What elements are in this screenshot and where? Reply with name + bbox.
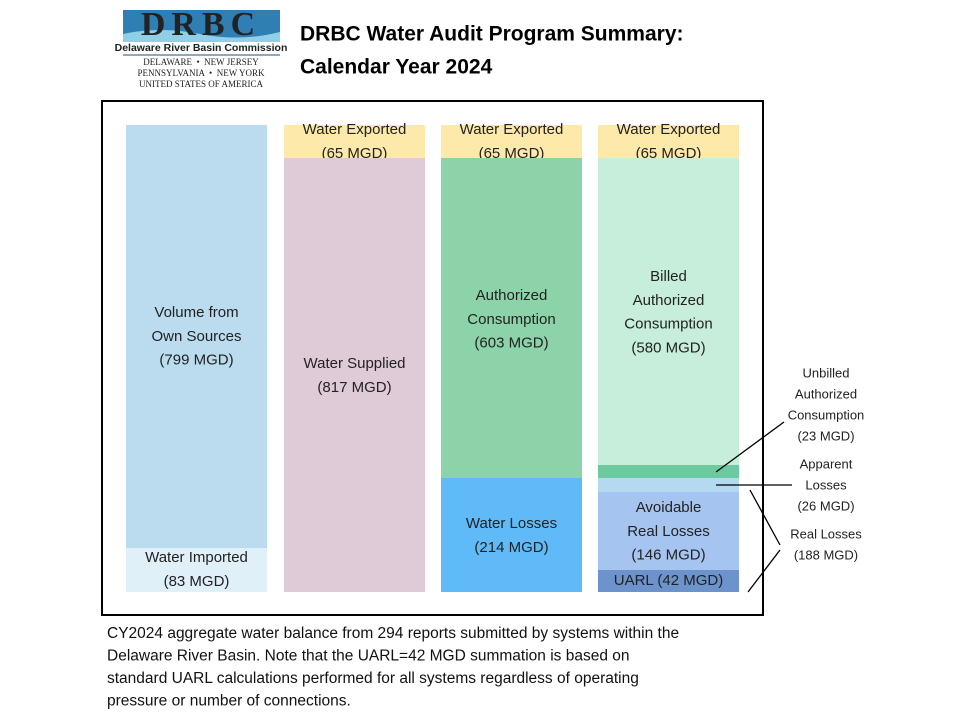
block: [441, 125, 582, 158]
block: [598, 465, 739, 478]
side-label: (188 MGD): [794, 547, 858, 562]
block-label: (580 MGD): [631, 339, 705, 356]
block-label: Consumption: [624, 316, 712, 333]
logo-mark: DRBC: [141, 6, 261, 43]
side-label: Real Losses: [790, 526, 862, 541]
block-label: Volume from: [154, 304, 238, 321]
block-label: (214 MGD): [474, 539, 548, 556]
side-labels: Unbilled Authorized Consumption (23 MGD) App…: [788, 365, 865, 562]
block: [598, 492, 739, 570]
block-label: (146 MGD): [631, 547, 705, 564]
block: [441, 158, 582, 478]
title: Calendar Year 2024: [300, 56, 493, 79]
connector: [747, 549, 781, 593]
connectors: [715, 421, 792, 593]
columns: Volume from Own Sources (799 MGD) Water Imp…: [126, 121, 739, 592]
logo-states: UNITED STATES OF AMERICA: [139, 79, 264, 89]
logo: DRBC Delaware River Basin Commission DEL…: [115, 6, 288, 89]
block: [284, 158, 425, 592]
side-label: Consumption: [788, 407, 865, 422]
side-label: Authorized: [795, 386, 857, 401]
frame: [101, 100, 764, 616]
block-label: Water Supplied: [304, 355, 406, 372]
side-label: Losses: [805, 477, 847, 492]
side-label: Unbilled: [803, 365, 850, 380]
block: [441, 478, 582, 592]
block-label: (65 MGD): [636, 145, 702, 162]
block-label: UARL (42 MGD): [614, 572, 723, 589]
block-label: (799 MGD): [159, 352, 233, 369]
block-label: (603 MGD): [474, 335, 548, 352]
block: [598, 158, 739, 465]
block-label: Authorized: [633, 292, 705, 309]
connector: [749, 489, 781, 546]
block-label: Avoidable: [636, 499, 702, 516]
block: [598, 125, 739, 158]
caption: CY2024 aggregate water balance from 294 …: [107, 625, 679, 710]
caption-line: CY2024 aggregate water balance from 294 …: [107, 625, 679, 642]
connector: [715, 421, 785, 473]
logo-states: PENNSYLVANIA • NEW YORK: [138, 68, 265, 78]
block: [284, 125, 425, 158]
title: DRBC Water Audit Program Summary:: [300, 23, 684, 46]
block-label: Water Exported: [617, 121, 721, 138]
logo-name: Delaware River Basin Commission: [115, 42, 288, 54]
logo-wave: [123, 30, 280, 42]
block-label: Water Imported: [145, 549, 248, 566]
block-label: (817 MGD): [317, 379, 391, 396]
block: [126, 548, 267, 592]
side-label: Apparent: [800, 456, 853, 471]
block-label: Billed: [650, 268, 687, 285]
caption-line: standard UARL calculations performed for…: [107, 670, 639, 687]
block-label: Water Exported: [460, 121, 564, 138]
block-label: Real Losses: [627, 523, 710, 540]
block-label: Own Sources: [151, 328, 241, 345]
block-label: Water Losses: [466, 515, 557, 532]
block: [598, 570, 739, 592]
caption-line: Delaware River Basin. Note that the UARL…: [107, 648, 630, 665]
block-label: (65 MGD): [322, 145, 388, 162]
block-label: (65 MGD): [479, 145, 545, 162]
side-label: (23 MGD): [797, 428, 854, 443]
logo-states: DELAWARE • NEW JERSEY: [143, 57, 259, 67]
block-label: Authorized: [476, 287, 548, 304]
block: [126, 125, 267, 548]
block-label: (83 MGD): [164, 573, 230, 590]
block-label: Consumption: [467, 311, 555, 328]
block-label: Water Exported: [303, 121, 407, 138]
block: [598, 478, 739, 492]
caption-line: pressure or number of connections.: [107, 693, 351, 710]
side-label: (26 MGD): [797, 498, 854, 513]
